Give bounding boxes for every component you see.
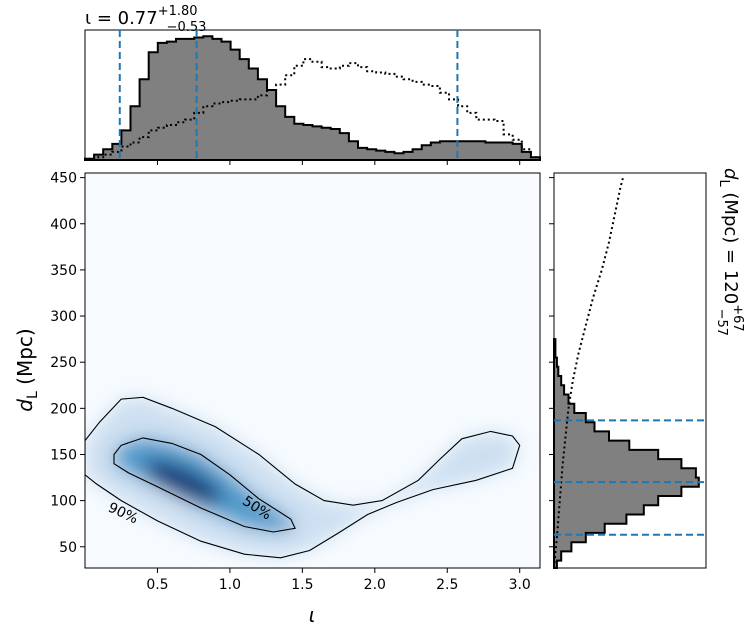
density-outer	[85, 397, 520, 558]
y-tick-label: 300	[50, 309, 77, 325]
right-title-upper: +67	[730, 304, 745, 331]
main-frame	[84, 172, 541, 569]
y-tick-label: 100	[50, 494, 77, 510]
main-density-panel: 50%90% 0.5 1.0 1.5 2.0 2.5 3.0501001502002503…	[13, 160, 554, 627]
y-tick-label: 200	[50, 401, 77, 417]
x-tick-label: 1.0	[219, 577, 241, 593]
top-title-var: ι	[85, 8, 91, 29]
contour-inner	[113, 437, 296, 533]
x-tick-label: 1.5	[291, 577, 313, 593]
right-prior-histogram	[553, 175, 625, 569]
right-posterior-histogram	[553, 338, 700, 569]
y-tick-label: 350	[50, 263, 77, 279]
top-title-value: 0.77	[118, 8, 158, 29]
top-title-lower: −0.53	[167, 20, 207, 35]
x-tick-label: 3.0	[509, 577, 531, 593]
x-tick-label: 0.5	[146, 577, 168, 593]
x-axis-label: ι	[309, 603, 316, 627]
y-tick-label: 50	[59, 540, 77, 556]
top-posterior-histogram	[84, 35, 541, 161]
x-tick-label: 2.5	[436, 577, 458, 593]
y-tick-label: 150	[50, 447, 77, 463]
top-histogram-title: ι = 0.77+1.80 −0.53	[85, 4, 206, 35]
right-histogram: dL (Mpc) = 120+67−57	[553, 168, 745, 569]
right-title-value: 120	[720, 270, 741, 304]
y-tick-label: 400	[50, 217, 77, 233]
y-tick-label: 450	[50, 171, 77, 187]
y-axis-label: dL (Mpc)	[13, 328, 41, 411]
y-tick-label: 250	[50, 355, 77, 371]
top-prior-histogram	[84, 58, 541, 160]
density-peak	[145, 460, 223, 504]
contour-outer	[85, 396, 521, 559]
x-tick-label: 2.0	[364, 577, 386, 593]
right-histogram-title: dL (Mpc) = 120+67−57	[714, 168, 745, 336]
top-histogram: ι = 0.77+1.80 −0.53	[84, 4, 541, 161]
right-title-lower: −57	[714, 309, 729, 336]
top-title-upper: +1.80	[158, 4, 198, 19]
